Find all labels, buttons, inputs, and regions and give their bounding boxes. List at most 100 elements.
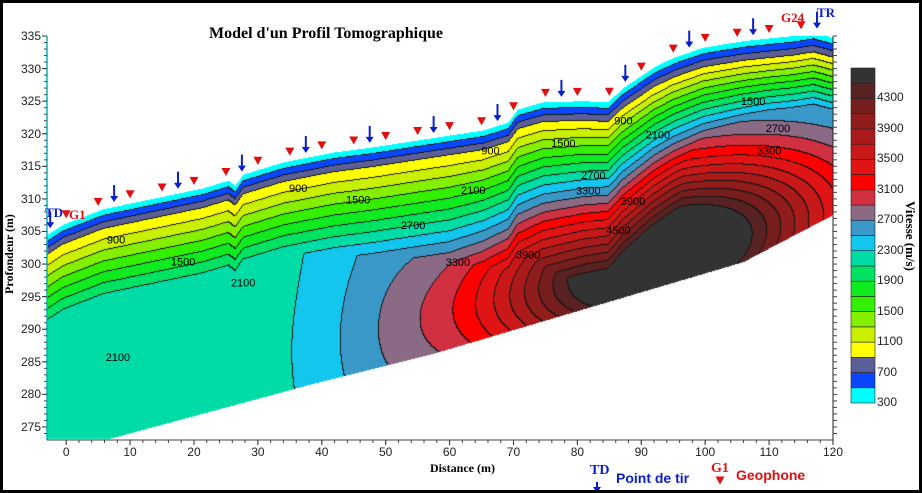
arrow-head bbox=[593, 487, 601, 490]
y-tick-label: 310 bbox=[20, 191, 41, 206]
colorbar-band bbox=[850, 174, 876, 191]
contour-label: 3300 bbox=[446, 257, 470, 269]
colorbar-band bbox=[850, 235, 876, 252]
shot-arrow-icon bbox=[749, 18, 758, 36]
y-tick-label: 330 bbox=[20, 61, 41, 76]
colorbar-tick-label: 3500 bbox=[877, 151, 904, 166]
geophone-marker bbox=[572, 87, 582, 96]
colorbar-band bbox=[850, 204, 876, 221]
x-tick-label: 0 bbox=[62, 445, 70, 459]
contour-label: 3300 bbox=[757, 146, 781, 158]
y-tick-label: 325 bbox=[20, 94, 41, 109]
x-tick-label: 20 bbox=[187, 445, 201, 459]
geophone-marker bbox=[61, 210, 71, 219]
arrow-head bbox=[46, 222, 55, 229]
plot-overlay: 9001500210021009001500270021009001500900… bbox=[42, 5, 876, 490]
arrow-head bbox=[749, 29, 758, 36]
shot-arrow-icon bbox=[813, 11, 822, 29]
colorbar-band bbox=[850, 67, 876, 84]
colorbar-band bbox=[850, 357, 876, 373]
contour-label: 900 bbox=[289, 183, 307, 195]
colorbar-title: Vitesse (m/s) bbox=[903, 201, 918, 271]
geophone-marker bbox=[93, 197, 103, 206]
geophone-marker bbox=[764, 25, 774, 34]
arrow-head bbox=[174, 182, 182, 189]
colorbar-band bbox=[850, 280, 876, 297]
contour-label: 1500 bbox=[741, 96, 765, 108]
shot-arrow-icon bbox=[365, 125, 374, 143]
contour-label: 900 bbox=[614, 116, 632, 128]
y-tick-label: 275 bbox=[20, 419, 41, 434]
x-tick-label: 110 bbox=[759, 445, 779, 459]
contour-label: 3300 bbox=[576, 185, 600, 197]
colorbar-band bbox=[850, 98, 876, 114]
colorbar-tick-label: 3900 bbox=[877, 120, 904, 135]
contour-label: 2100 bbox=[461, 185, 485, 197]
contour-label: 900 bbox=[107, 234, 125, 246]
geophone-marker bbox=[381, 131, 391, 141]
x-tick-label: 120 bbox=[822, 445, 844, 459]
shot-arrow-icon bbox=[429, 116, 438, 134]
geophone-marker bbox=[796, 21, 806, 30]
colorbar-tick-label: 1100 bbox=[877, 334, 903, 349]
colorbar-band bbox=[850, 128, 876, 145]
geophone-marker bbox=[253, 156, 263, 165]
shot-arrow-icon bbox=[110, 185, 119, 203]
geophone-marker bbox=[477, 117, 487, 126]
y-tick-label: 305 bbox=[20, 224, 41, 239]
colorbar-tick-label: 1500 bbox=[877, 303, 904, 318]
colorbar-band bbox=[850, 311, 876, 328]
colorbar-band bbox=[850, 143, 876, 160]
arrow-head bbox=[621, 75, 630, 82]
colorbar-band bbox=[850, 82, 876, 99]
arrow-head bbox=[301, 147, 310, 154]
chart-frame: 900 1500 2100 2100 900 1500 2700 2100 900 1500 900… bbox=[3, 3, 919, 490]
geophone-marker bbox=[732, 28, 742, 37]
legend-geophone-symbol-label: G1 bbox=[711, 461, 729, 476]
shot-arrow-icon bbox=[301, 136, 310, 154]
y-tick-label: 280 bbox=[20, 387, 41, 402]
x-tick-label: 70 bbox=[506, 445, 521, 459]
contour-label: 1500 bbox=[346, 195, 370, 207]
colorbar-tick-label: 2300 bbox=[877, 242, 904, 257]
geophone-marker bbox=[668, 44, 678, 53]
contour-label: 3900 bbox=[621, 196, 645, 208]
contour-label: 1500 bbox=[171, 256, 195, 268]
colorbar-tick-label: 1900 bbox=[877, 273, 904, 288]
chart-title: Model d'un Profil Tomographique bbox=[209, 25, 443, 42]
arrow-head bbox=[685, 41, 694, 48]
geophone-marker bbox=[636, 62, 646, 71]
arrow-head bbox=[110, 196, 119, 203]
colorbar-band bbox=[850, 265, 876, 282]
arrow-head bbox=[813, 22, 822, 29]
x-tick-label: 90 bbox=[634, 445, 648, 459]
contour-label: 2700 bbox=[766, 123, 790, 135]
geophone-marker bbox=[285, 147, 295, 156]
x-tick-label: 80 bbox=[570, 445, 585, 459]
y-tick-label: 290 bbox=[20, 322, 41, 337]
arrow-head bbox=[237, 165, 246, 172]
arrow-head bbox=[365, 136, 374, 143]
legend-geophone-text: Geophone bbox=[736, 467, 806, 483]
shot-arrow-icon bbox=[46, 211, 55, 229]
contour-label: 1500 bbox=[551, 138, 575, 150]
geophone-marker bbox=[540, 88, 550, 97]
geophone-marker bbox=[445, 122, 455, 131]
contour-label: 3900 bbox=[516, 249, 540, 261]
colorbar-band bbox=[850, 189, 876, 206]
colorbar-band bbox=[850, 387, 876, 404]
marker-label-first_geophone: G1 bbox=[69, 207, 86, 222]
contour-label: 2100 bbox=[106, 352, 130, 364]
x-tick-label: 50 bbox=[378, 445, 393, 459]
y-tick-label: 300 bbox=[20, 257, 41, 272]
colorbar-tick-label: 2700 bbox=[877, 212, 904, 227]
y-tick-label: 295 bbox=[20, 289, 41, 304]
contour-label: 2700 bbox=[581, 170, 605, 182]
geophone-marker bbox=[317, 141, 327, 150]
y-tick-label: 315 bbox=[20, 159, 41, 174]
y-tick-label: 285 bbox=[20, 354, 41, 369]
colorbar-band bbox=[850, 250, 876, 267]
geophone-marker bbox=[604, 87, 614, 96]
colorbar-band bbox=[850, 296, 876, 312]
arrow-head bbox=[429, 127, 438, 134]
